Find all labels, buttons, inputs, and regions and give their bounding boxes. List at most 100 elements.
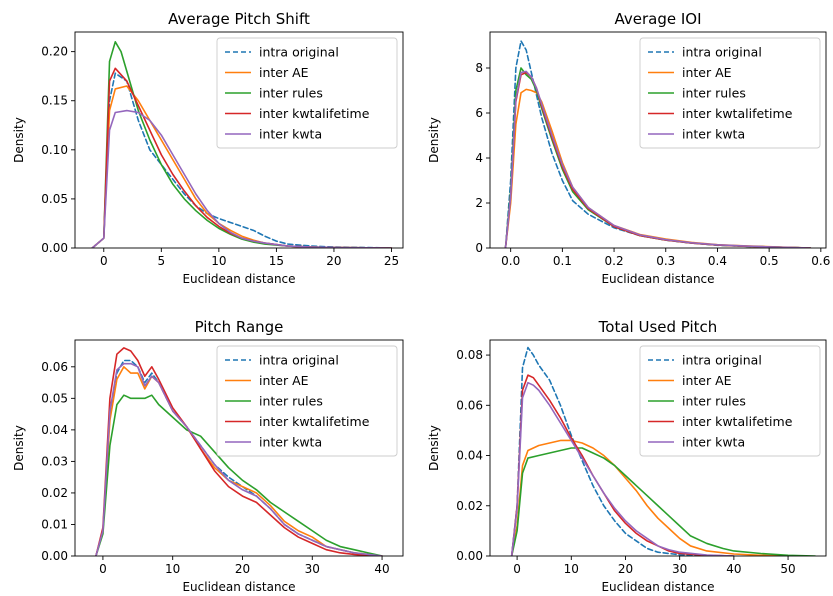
x-tick-label: 0.4 <box>708 254 727 268</box>
y-tick-label: 0.00 <box>41 549 68 563</box>
legend-label: inter kwtalifetime <box>682 414 793 429</box>
legend-label: inter kwta <box>259 127 322 142</box>
x-tick-label: 0.1 <box>553 254 572 268</box>
y-tick-label: 0.08 <box>456 348 483 362</box>
legend-box <box>216 345 398 457</box>
x-tick-label: 5 <box>157 254 165 268</box>
chart-title: Average Pitch Shift <box>168 10 310 28</box>
legend-label: inter kwtalifetime <box>682 106 793 121</box>
legend-label: inter AE <box>682 65 732 80</box>
y-tick-label: 0.02 <box>41 486 68 500</box>
x-tick-label: 10 <box>165 562 180 576</box>
legend-label: inter AE <box>682 373 732 388</box>
legend: intra original inter AE inter rules inter k… <box>639 345 821 457</box>
y-axis-label: Density <box>12 425 26 471</box>
y-tick-label: 0.05 <box>41 192 68 206</box>
y-axis-label: Density <box>427 117 441 163</box>
legend-label: intra original <box>682 353 762 368</box>
series-line <box>95 394 383 556</box>
y-tick-label: 0 <box>475 241 483 255</box>
y-tick-label: 0.04 <box>41 423 68 437</box>
legend-label: inter rules <box>682 86 746 101</box>
y-tick-label: 0.00 <box>41 241 68 255</box>
chart-title: Pitch Range <box>195 318 284 336</box>
x-axis-label: Euclidean distance <box>601 272 714 286</box>
series-line <box>95 362 383 556</box>
series-group <box>510 346 816 556</box>
legend-label: inter kwtalifetime <box>259 106 370 121</box>
y-tick-label: 0.03 <box>41 454 68 468</box>
legend-box <box>639 37 821 149</box>
series-line <box>510 346 735 556</box>
legend-label: inter AE <box>259 65 309 80</box>
x-axis-label: Euclidean distance <box>182 580 295 594</box>
legend-box <box>639 345 821 457</box>
series-line <box>91 109 393 248</box>
x-tick-label: 0 <box>99 562 107 576</box>
legend-label: inter kwta <box>682 435 745 450</box>
subplot: Average IOI 0.0 0.1 0.2 0.3 0.4 0.5 0.6 0 2 4 6 8 Euc… <box>427 10 830 286</box>
subplot: Total Used Pitch 0 10 20 30 40 50 0.00 0.02 0.04 0… <box>427 318 827 594</box>
y-tick-label: 0.15 <box>41 94 68 108</box>
x-tick-label: 10 <box>211 254 226 268</box>
x-tick-label: 0.3 <box>656 254 675 268</box>
legend-label: inter rules <box>259 394 323 409</box>
legend: intra original inter AE inter rules inter k… <box>216 37 398 149</box>
x-tick-label: 0 <box>100 254 108 268</box>
axes-frame <box>74 339 404 557</box>
x-tick-label: 25 <box>384 254 399 268</box>
x-tick-label: 20 <box>326 254 341 268</box>
series-line <box>95 347 383 556</box>
y-tick-label: 6 <box>475 106 483 120</box>
legend-label: intra original <box>682 45 762 60</box>
y-tick-label: 0.02 <box>456 499 483 513</box>
x-tick-label: 0.5 <box>760 254 779 268</box>
y-tick-label: 0.05 <box>41 391 68 405</box>
subplot: Pitch Range 0 10 20 30 40 0.00 0.01 0.02 0.03 0.04… <box>12 318 404 594</box>
series-group <box>91 41 393 248</box>
legend-box <box>216 37 398 149</box>
axes-frame <box>74 31 404 249</box>
x-tick-label: 40 <box>726 562 741 576</box>
legend-label: inter rules <box>259 86 323 101</box>
y-tick-label: 2 <box>475 196 483 210</box>
x-tick-label: 15 <box>269 254 284 268</box>
x-tick-label: 0 <box>513 562 521 576</box>
chart-title: Total Used Pitch <box>598 318 718 336</box>
axes-frame <box>489 339 827 557</box>
y-tick-label: 0.06 <box>41 360 68 374</box>
y-tick-label: 0.04 <box>456 449 483 463</box>
subplot: Average Pitch Shift 0 5 10 15 20 25 0.00 0.05 0.1… <box>12 10 404 286</box>
y-tick-label: 0.20 <box>41 45 68 59</box>
x-axis-label: Euclidean distance <box>182 272 295 286</box>
y-tick-label: 0.01 <box>41 517 68 531</box>
series-group <box>95 347 383 556</box>
y-axis-label: Density <box>427 425 441 471</box>
series-group <box>504 40 812 248</box>
y-tick-label: 0.00 <box>456 549 483 563</box>
legend-label: intra original <box>259 45 339 60</box>
x-tick-label: 50 <box>780 562 795 576</box>
x-axis-label: Euclidean distance <box>601 580 714 594</box>
y-tick-label: 8 <box>475 61 483 75</box>
y-tick-label: 0.06 <box>456 398 483 412</box>
axes-frame <box>489 31 827 249</box>
x-tick-label: 40 <box>374 562 389 576</box>
series-line <box>504 70 812 248</box>
legend-label: inter rules <box>682 394 746 409</box>
x-tick-label: 20 <box>618 562 633 576</box>
x-tick-label: 10 <box>564 562 579 576</box>
legend-label: inter kwta <box>259 435 322 450</box>
x-tick-label: 0.2 <box>605 254 624 268</box>
legend: intra original inter AE inter rules inter k… <box>639 37 821 149</box>
x-tick-label: 0.0 <box>501 254 520 268</box>
y-tick-label: 4 <box>475 151 483 165</box>
legend-label: inter kwta <box>682 127 745 142</box>
series-line <box>510 381 735 556</box>
y-tick-label: 0.10 <box>41 143 68 157</box>
x-tick-label: 30 <box>305 562 320 576</box>
legend-label: inter kwtalifetime <box>259 414 370 429</box>
legend: intra original inter AE inter rules inter k… <box>216 345 398 457</box>
legend-label: intra original <box>259 353 339 368</box>
series-line <box>91 72 393 248</box>
